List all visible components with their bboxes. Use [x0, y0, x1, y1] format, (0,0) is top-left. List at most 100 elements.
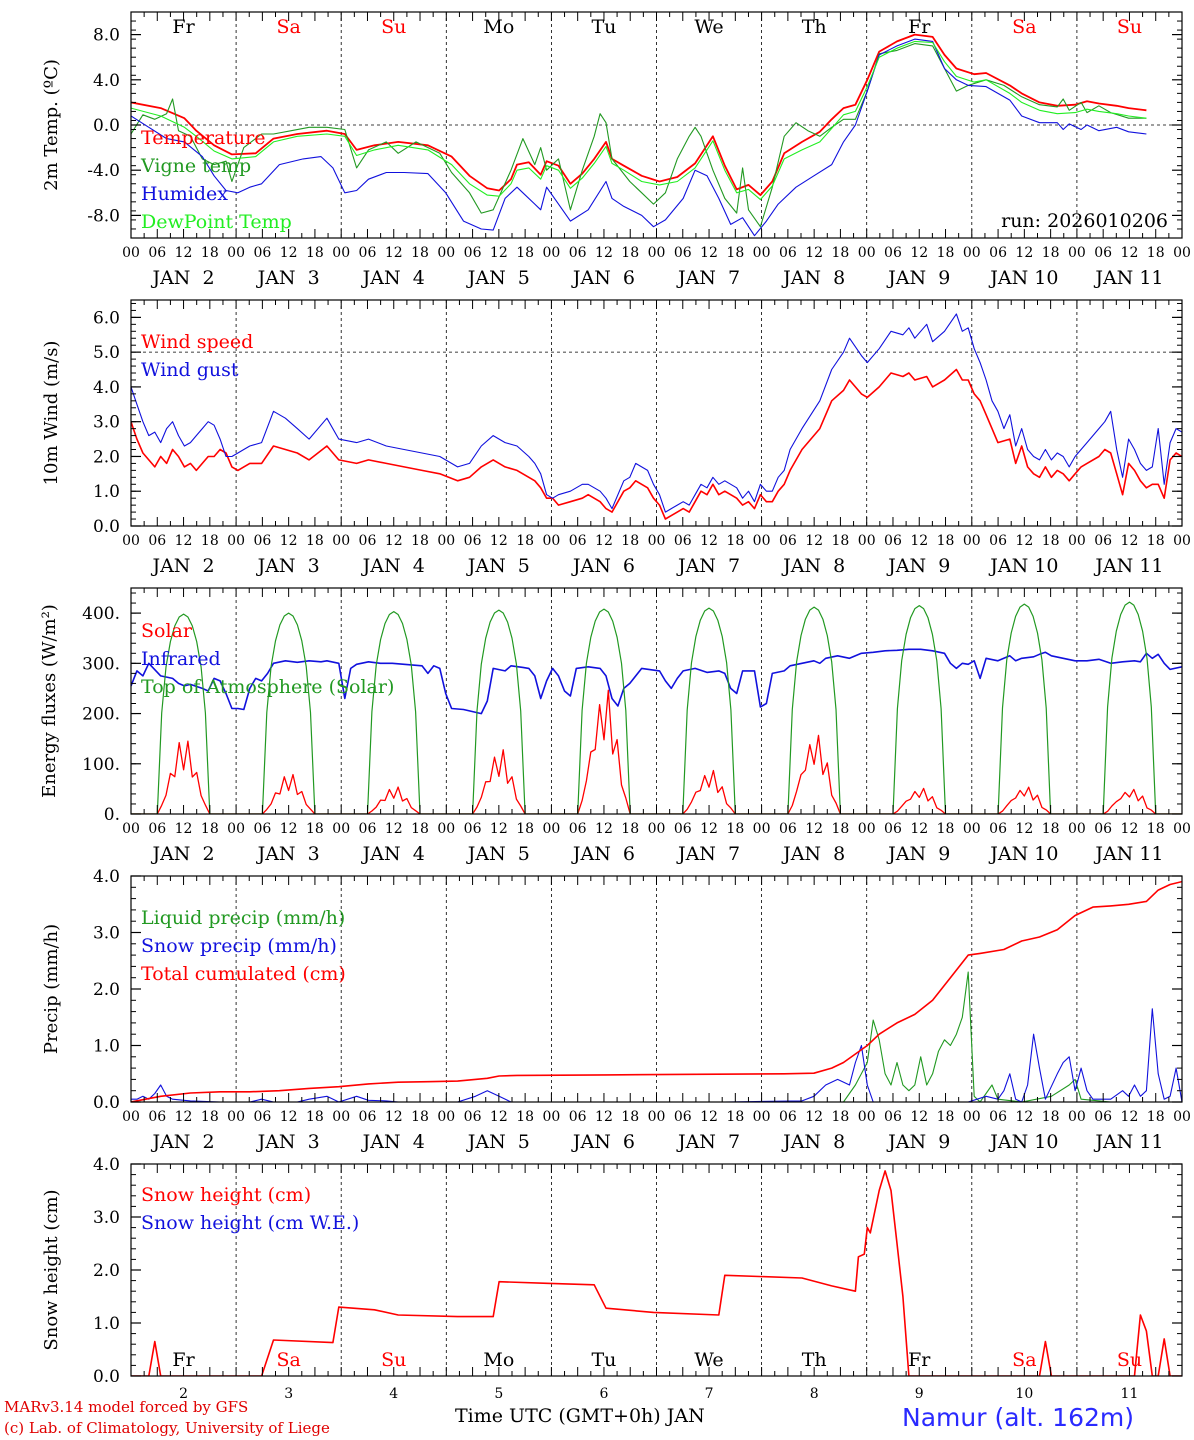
x-hour-label: 06: [779, 1109, 797, 1125]
x-hour-label: 00: [1068, 821, 1086, 837]
x-hour-label: 00: [648, 821, 666, 837]
x-hour-label: 00: [332, 1109, 350, 1125]
y-tick-label: 0.0: [93, 1093, 120, 1113]
x-hour-label: 12: [1121, 1109, 1139, 1125]
x-date-label: JAN 6: [571, 1131, 635, 1153]
x-hour-label: 12: [910, 533, 928, 549]
x-date-label: JAN 4: [361, 267, 425, 289]
x-hour-label: 06: [253, 245, 271, 261]
x-hour-label: 06: [989, 245, 1007, 261]
series-top-of-atmosphere-solar-: [131, 601, 1182, 814]
day-number: 10: [1015, 1386, 1033, 1402]
x-hour-label: 06: [569, 821, 587, 837]
x-hour-label: 06: [989, 821, 1007, 837]
x-hour-label: 00: [1173, 1109, 1191, 1125]
x-hour-label: 18: [937, 533, 955, 549]
series-humidex: [131, 38, 1147, 237]
x-hour-label: 18: [937, 821, 955, 837]
x-hour-label: 06: [884, 821, 902, 837]
series-wind-speed: [131, 368, 1182, 520]
x-date-label: JAN 9: [886, 843, 950, 865]
x-date-label: JAN 10: [988, 555, 1058, 577]
y-axis-title: 2m Temp. (ºC): [41, 59, 62, 191]
x-hour-label: 12: [385, 533, 403, 549]
x-date-label: JAN 3: [256, 843, 320, 865]
legend-solar: Solar: [141, 620, 193, 642]
x-hour-label: 06: [989, 533, 1007, 549]
x-date-label: JAN 10: [988, 1131, 1058, 1153]
y-tick-label: 1.0: [93, 1037, 120, 1057]
x-hour-label: 18: [516, 1109, 534, 1125]
y-tick-label: -8.0: [87, 206, 120, 226]
x-hour-label: 00: [753, 1109, 771, 1125]
x-hour-label: 18: [726, 533, 744, 549]
series-infrared: [131, 648, 1182, 715]
x-hour-label: 18: [1042, 533, 1060, 549]
x-hour-label: 06: [674, 245, 692, 261]
y-tick-label: 2.0: [93, 447, 120, 467]
x-axis-title: Time UTC (GMT+0h) JAN: [455, 1405, 705, 1427]
x-hour-label: 00: [963, 1109, 981, 1125]
x-date-label: JAN 9: [886, 267, 950, 289]
x-hour-label: 00: [332, 821, 350, 837]
x-hour-label: 12: [175, 245, 193, 261]
x-hour-label: 12: [385, 821, 403, 837]
x-hour-label: 00: [122, 533, 140, 549]
legend-snow-precip-mm-h-: Snow precip (mm/h): [141, 935, 337, 957]
x-hour-label: 12: [1015, 245, 1033, 261]
x-hour-label: 00: [858, 821, 876, 837]
series-vigne-temp: [131, 43, 1147, 228]
weekday-label-bottom: Su: [381, 1349, 406, 1371]
x-hour-label: 00: [437, 821, 455, 837]
x-hour-label: 00: [227, 533, 245, 549]
x-hour-label: 12: [280, 821, 298, 837]
weekday-label-bottom: Sa: [276, 1349, 300, 1371]
weekday-label-bottom: Fr: [172, 1349, 195, 1371]
legend-top-of-atmosphere-solar-: Top of Atmosphere (Solar): [141, 676, 394, 698]
x-date-label: JAN 2: [150, 267, 214, 289]
x-hour-label: 06: [779, 245, 797, 261]
x-hour-label: 18: [306, 533, 324, 549]
x-hour-label: 00: [542, 533, 560, 549]
day-number: 7: [705, 1386, 714, 1402]
x-hour-label: 18: [937, 245, 955, 261]
x-hour-label: 06: [253, 1109, 271, 1125]
day-number: 6: [599, 1386, 608, 1402]
day-number: 9: [915, 1386, 924, 1402]
lab-credit: (c) Lab. of Climatology, University of L…: [4, 1419, 330, 1437]
x-hour-label: 06: [1094, 533, 1112, 549]
x-hour-label: 18: [1042, 245, 1060, 261]
x-date-label: JAN 8: [781, 1131, 845, 1153]
x-hour-label: 06: [359, 245, 377, 261]
x-date-label: JAN 6: [571, 843, 635, 865]
y-tick-label: 4.0: [93, 867, 120, 887]
x-hour-label: 00: [648, 1109, 666, 1125]
x-date-label: JAN 7: [676, 267, 740, 289]
x-hour-label: 00: [332, 533, 350, 549]
legend-humidex: Humidex: [141, 183, 228, 205]
x-hour-label: 00: [753, 821, 771, 837]
y-tick-label: 0.0: [93, 517, 120, 537]
x-hour-label: 06: [1094, 821, 1112, 837]
x-date-label: JAN 9: [886, 1131, 950, 1153]
series-temperature: [131, 33, 1147, 196]
station-name: Namur (alt. 162m): [902, 1403, 1134, 1432]
weekday-label-bottom: Su: [1117, 1349, 1142, 1371]
panel-wind: [130, 299, 1183, 527]
weekday-label-top: Mo: [483, 16, 514, 38]
panel-precip: [130, 875, 1183, 1103]
x-hour-label: 18: [201, 533, 219, 549]
x-hour-label: 00: [963, 245, 981, 261]
y-tick-label: 4.0: [93, 1155, 120, 1175]
x-hour-label: 00: [858, 533, 876, 549]
x-hour-label: 12: [595, 245, 613, 261]
run-annotation: run: 2026010206: [1001, 210, 1168, 232]
x-hour-label: 18: [201, 245, 219, 261]
x-date-label: JAN 11: [1093, 555, 1163, 577]
y-tick-label: 3.0: [93, 924, 120, 944]
x-hour-label: 18: [516, 245, 534, 261]
legend-total-cumulated-cm-: Total cumulated (cm): [141, 963, 346, 985]
x-date-label: JAN 7: [676, 1131, 740, 1153]
x-hour-label: 12: [1015, 821, 1033, 837]
x-hour-label: 12: [280, 245, 298, 261]
